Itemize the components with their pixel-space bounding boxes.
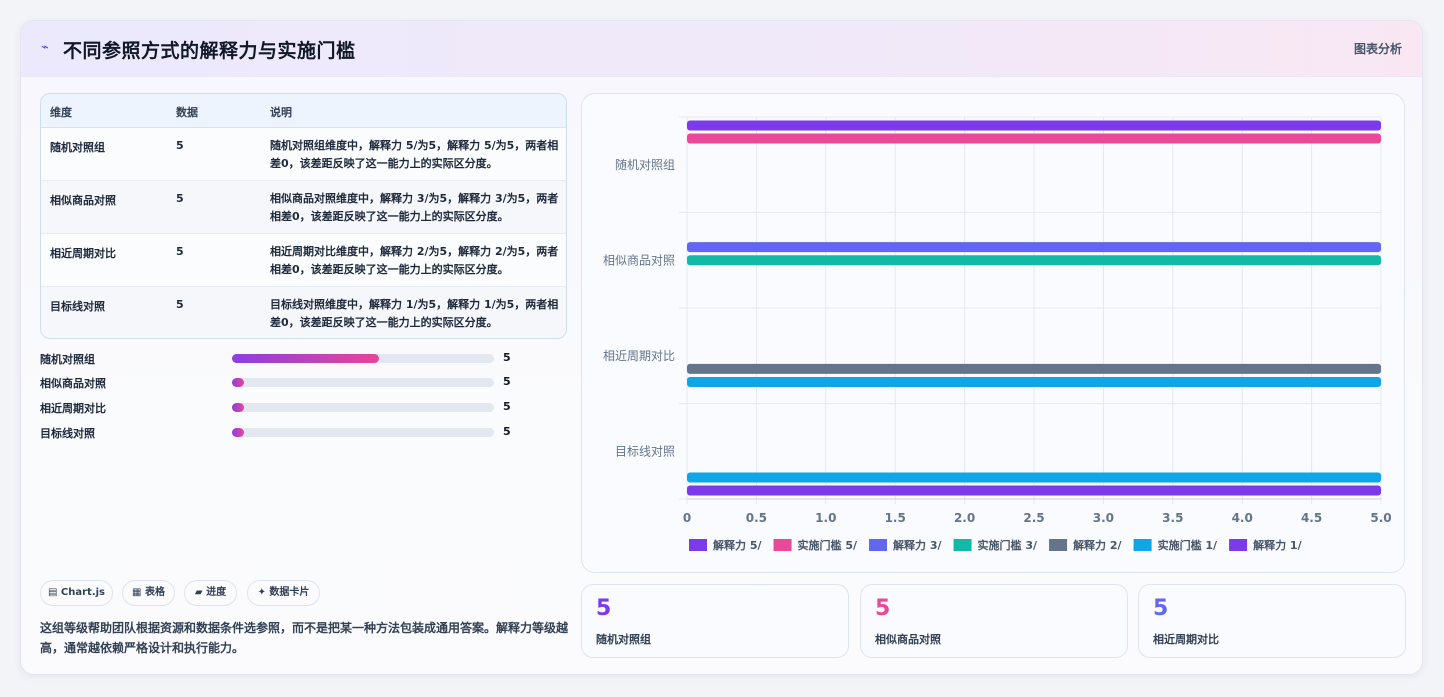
column-header-dimension: 维度 — [50, 106, 72, 119]
progress-row: 相似商品对照 5 — [40, 373, 520, 393]
legend-swatch — [773, 539, 792, 551]
legend-swatch — [1049, 539, 1068, 551]
row-value: 5 — [176, 192, 184, 205]
table-row: 相似商品对照 5 相似商品对照维度中，解释力 3/为5，解释力 3/为5，两者相… — [41, 181, 566, 234]
column-header-data: 数据 — [176, 106, 198, 119]
legend-swatch — [953, 539, 972, 551]
legend-swatch — [1229, 539, 1248, 551]
chip-table[interactable]: ▦ 表格 — [122, 580, 175, 606]
progress-label: 相近周期对比 — [40, 402, 106, 415]
summary-note: 这组等级帮助团队根据资源和数据条件选参照，而不是把某一种方法包装成通用答案。解释… — [40, 621, 569, 655]
x-tick-label: 2.5 — [1023, 511, 1044, 525]
chip-chartjs[interactable]: ▤ Chart.js — [40, 580, 113, 606]
progress-label: 目标线对照 — [40, 427, 95, 440]
table-row: 相近周期对比 5 相近周期对比维度中，解释力 2/为5，解释力 2/为5，两者相… — [41, 234, 566, 287]
bar — [687, 376, 1381, 387]
row-description: 相似商品对照维度中，解释力 3/为5，解释力 3/为5，两者相差0，该差距反映了… — [270, 192, 559, 223]
x-tick-label: 3.0 — [1093, 511, 1114, 525]
legend-swatch — [869, 539, 888, 551]
chart-analysis-tag: 图表分析 — [1353, 42, 1402, 56]
legend-label: 解释力 2/ — [1073, 538, 1122, 552]
legend-swatch — [689, 539, 707, 551]
table-header: 维度 数据 说明 — [41, 94, 566, 128]
x-tick-label: 1.0 — [815, 511, 836, 525]
bar — [687, 120, 1381, 131]
x-tick-label: 5.0 — [1370, 511, 1391, 525]
y-category-label: 目标线对照 — [615, 444, 675, 458]
progress-track — [232, 428, 494, 437]
progress-row: 随机对照组 5 — [40, 349, 520, 369]
x-tick-label: 3.5 — [1162, 511, 1183, 525]
kpi-card: 5 随机对照组 — [581, 584, 849, 658]
row-value: 5 — [176, 139, 184, 152]
legend-label: 实施门槛 1/ — [1158, 538, 1218, 552]
bar — [687, 133, 1381, 144]
progress-value: 5 — [503, 425, 511, 438]
row-value: 5 — [176, 298, 184, 311]
progress-track — [232, 354, 494, 363]
bar — [687, 242, 1381, 253]
legend-label: 实施门槛 3/ — [978, 538, 1038, 552]
x-tick-label: 2.0 — [954, 511, 975, 525]
legend-label: 解释力 1/ — [1253, 538, 1302, 552]
row-value: 5 — [176, 245, 184, 258]
legend-swatch — [1133, 539, 1152, 551]
row-name: 相似商品对照 — [50, 194, 116, 207]
row-name: 目标线对照 — [50, 300, 105, 313]
kpi-label: 相近周期对比 — [1153, 633, 1219, 646]
progress-row: 相近周期对比 5 — [40, 398, 520, 418]
y-category-label: 相似商品对照 — [603, 252, 675, 267]
bar — [687, 255, 1381, 266]
kpi-card: 5 相似商品对照 — [860, 584, 1128, 658]
x-tick-label: 1.5 — [885, 511, 906, 525]
column-header-description: 说明 — [270, 106, 292, 119]
kpi-value: 5 — [596, 596, 612, 621]
progress-fill — [232, 403, 244, 412]
progress-label: 随机对照组 — [40, 353, 95, 366]
bar — [687, 472, 1381, 483]
data-table: 维度 数据 说明 随机对照组 5 随机对照组维度中，解释力 5/为5，解释力 5… — [40, 93, 567, 339]
legend-label: 解释力 5/ — [713, 538, 762, 552]
x-tick-label: 4.0 — [1232, 511, 1253, 525]
progress-label: 相似商品对照 — [40, 377, 106, 390]
y-category-label: 随机对照组 — [615, 157, 675, 172]
chart-panel: 0 0.5 1.0 1.5 2.0 2.5 3.0 3.5 4.0 4.5 5.0 随机对照组相似商品… — [581, 93, 1405, 573]
row-name: 随机对照组 — [50, 141, 105, 154]
kpi-value: 5 — [1153, 596, 1169, 621]
x-tick-label: 4.5 — [1301, 511, 1322, 525]
bar — [687, 485, 1381, 496]
chart-line-icon: ⌁ — [41, 40, 49, 55]
bar-chart: 0 0.5 1.0 1.5 2.0 2.5 3.0 3.5 4.0 4.5 5.0 随机对照组相似商品… — [603, 116, 1392, 552]
progress-fill — [232, 428, 244, 437]
progress-value: 5 — [503, 400, 511, 413]
row-description: 目标线对照维度中，解释力 1/为5，解释力 1/为5，两者相差0，该差距反映了这… — [270, 298, 559, 329]
progress-track — [232, 378, 494, 387]
chip-progress[interactable]: ▰ 进度 — [184, 580, 237, 606]
progress-value: 5 — [503, 375, 511, 388]
y-category-label: 相近周期对比 — [603, 349, 675, 363]
table-row: 目标线对照 5 目标线对照维度中，解释力 1/为5，解释力 1/为5，两者相差0… — [41, 287, 566, 338]
x-tick-label: 0.5 — [746, 511, 767, 525]
x-tick-label: 0 — [683, 511, 691, 525]
legend-label: 实施门槛 5/ — [798, 538, 858, 552]
row-name: 相近周期对比 — [50, 247, 116, 260]
row-description: 随机对照组维度中，解释力 5/为5，解释力 5/为5，两者相差0，该差距反映了这… — [270, 139, 559, 170]
progress-value: 5 — [503, 351, 511, 364]
chip-data-card[interactable]: ✦ 数据卡片 — [247, 580, 320, 606]
legend-label: 解释力 3/ — [893, 538, 942, 552]
row-description: 相近周期对比维度中，解释力 2/为5，解释力 2/为5，两者相差0，该差距反映了… — [270, 245, 559, 276]
dashboard-card: ⌁ 不同参照方式的解释力与实施门槛 图表分析 维度 数据 说明 随机对照组 5 … — [20, 20, 1423, 675]
page-title: 不同参照方式的解释力与实施门槛 — [63, 40, 356, 62]
progress-fill — [232, 378, 244, 387]
progress-fill — [232, 354, 379, 363]
card-header: ⌁ 不同参照方式的解释力与实施门槛 图表分析 — [21, 21, 1422, 77]
kpi-label: 随机对照组 — [596, 633, 651, 646]
progress-row: 目标线对照 5 — [40, 423, 520, 443]
progress-track — [232, 403, 494, 412]
kpi-label: 相似商品对照 — [875, 633, 941, 646]
bar — [687, 363, 1381, 374]
kpi-card: 5 相近周期对比 — [1138, 584, 1406, 658]
kpi-value: 5 — [875, 596, 891, 621]
table-row: 随机对照组 5 随机对照组维度中，解释力 5/为5，解释力 5/为5，两者相差0… — [41, 128, 566, 181]
